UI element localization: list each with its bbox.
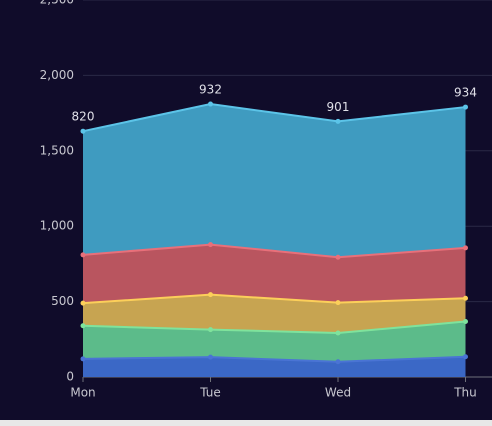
point	[208, 101, 213, 107]
point	[80, 252, 86, 258]
line	[82, 103, 466, 133]
point	[335, 118, 341, 124]
x-tick-label: Tue	[199, 386, 221, 400]
point	[208, 327, 213, 333]
y-tick-label: 1,500	[40, 143, 74, 157]
y-tick-label: 2,000	[40, 68, 74, 82]
line	[82, 320, 466, 334]
x-tick-label: Wed	[325, 386, 351, 400]
point	[335, 359, 341, 365]
area	[83, 104, 466, 258]
area	[83, 321, 466, 362]
line	[82, 355, 466, 363]
point	[80, 356, 86, 362]
point	[208, 292, 213, 298]
data-label: 901	[327, 100, 350, 114]
area	[83, 294, 466, 333]
y-tick-label: 2,500	[40, 0, 74, 7]
point	[80, 300, 86, 306]
y-tick-label: 1,000	[40, 219, 74, 233]
x-tick-label: Mon	[70, 386, 95, 400]
point	[463, 295, 468, 301]
point	[335, 300, 341, 306]
y-tick-label: 500	[51, 294, 74, 308]
point	[463, 104, 468, 110]
point	[80, 323, 86, 329]
data-label: 934	[454, 86, 477, 100]
area	[83, 356, 466, 377]
point	[335, 330, 341, 336]
data-label: 932	[199, 83, 222, 97]
area	[83, 244, 466, 304]
point	[208, 354, 213, 360]
point	[463, 245, 468, 251]
bottom-strip	[0, 420, 492, 426]
line	[82, 243, 466, 259]
point	[463, 354, 468, 360]
x-tick-label: Thu	[453, 386, 477, 400]
data-label: 820	[72, 110, 95, 124]
point	[463, 319, 468, 325]
point	[335, 254, 341, 260]
point	[80, 128, 86, 134]
line	[82, 293, 466, 305]
y-tick-label: 0	[66, 370, 74, 384]
point	[208, 242, 213, 248]
